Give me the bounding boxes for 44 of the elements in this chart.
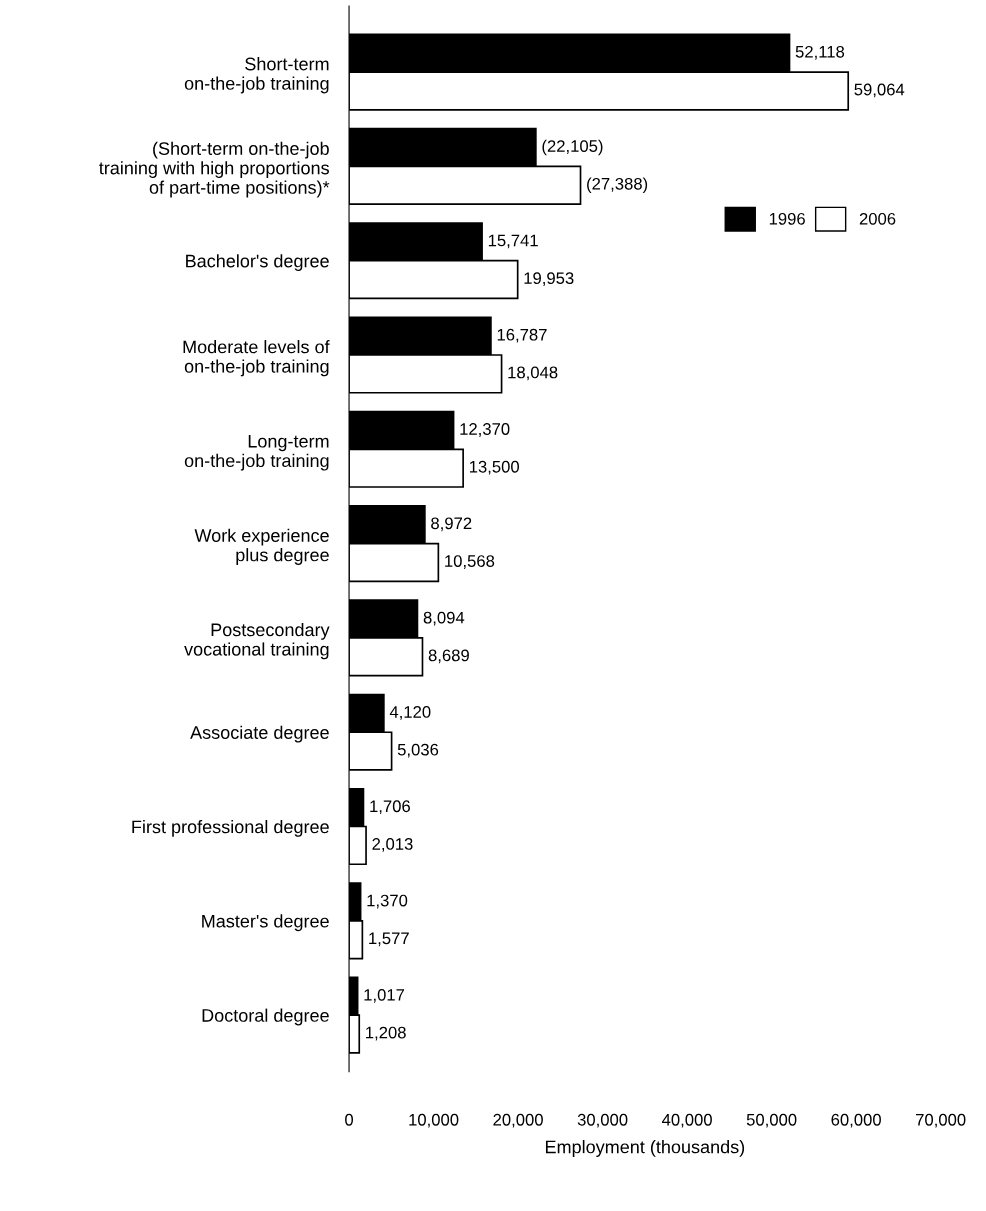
- y-tick-label: (Short-term on-the-job training with high proportions of part-time positions)*: [99, 141, 330, 198]
- data-label: 1,706: [370, 800, 410, 815]
- y-tick-label: Work experience plus degree: [194, 528, 329, 565]
- x-tick-label: 60,000: [831, 1113, 881, 1128]
- y-tick-label: Bachelor's degree: [186, 254, 329, 271]
- data-label: 19,953: [524, 272, 574, 286]
- y-tick-label: Short-term on-the-job training: [184, 57, 329, 94]
- data-label: 16,787: [497, 328, 547, 343]
- y-tick-label: First professional degree: [132, 819, 329, 837]
- y-tick-label: Postsecondary vocational training: [184, 622, 330, 660]
- data-label: 15,741: [488, 234, 538, 249]
- data-label: 5,036: [397, 743, 439, 758]
- data-label: 8,972: [431, 517, 472, 532]
- data-label: 1,017: [364, 988, 405, 1003]
- x-axis-title: Employment (thousands): [545, 1140, 745, 1157]
- x-tick-label: 70,000: [916, 1113, 966, 1128]
- x-tick-label: 20,000: [493, 1113, 543, 1128]
- data-label: 8,094: [423, 611, 465, 626]
- data-label: 10,568: [445, 555, 495, 569]
- x-tick-label: 0: [345, 1113, 354, 1126]
- x-tick-label: 30,000: [577, 1113, 628, 1128]
- y-tick-label: Doctoral degree: [202, 1008, 329, 1026]
- data-label: (22,105): [542, 139, 603, 156]
- y-tick-label: Master's degree: [202, 914, 329, 932]
- data-label: 59,064: [854, 83, 905, 98]
- data-label: 1,577: [369, 932, 409, 947]
- y-tick-label: Moderate levels of on-the-job training: [183, 340, 330, 377]
- data-label: 52,118: [795, 45, 845, 60]
- data-label: 12,370: [460, 423, 510, 437]
- data-label: 4,120: [389, 706, 431, 720]
- y-tick-label: Long-term on-the-job training: [184, 435, 329, 471]
- x-tick-label: 10,000: [409, 1113, 459, 1128]
- data-label: 1,370: [367, 894, 408, 909]
- data-label: 13,500: [469, 460, 520, 475]
- data-label: 1,208: [366, 1026, 406, 1041]
- x-tick-label: 40,000: [662, 1113, 712, 1128]
- data-label: 18,048: [508, 366, 558, 381]
- legend-label: 2006: [859, 212, 896, 225]
- x-tick-label: 50,000: [746, 1113, 797, 1128]
- data-label: (27,388): [587, 177, 648, 193]
- data-label: 2,013: [372, 838, 413, 852]
- y-tick-label: Associate degree: [190, 725, 329, 743]
- data-label: 8,689: [428, 649, 469, 664]
- legend-label: 1996: [769, 212, 805, 225]
